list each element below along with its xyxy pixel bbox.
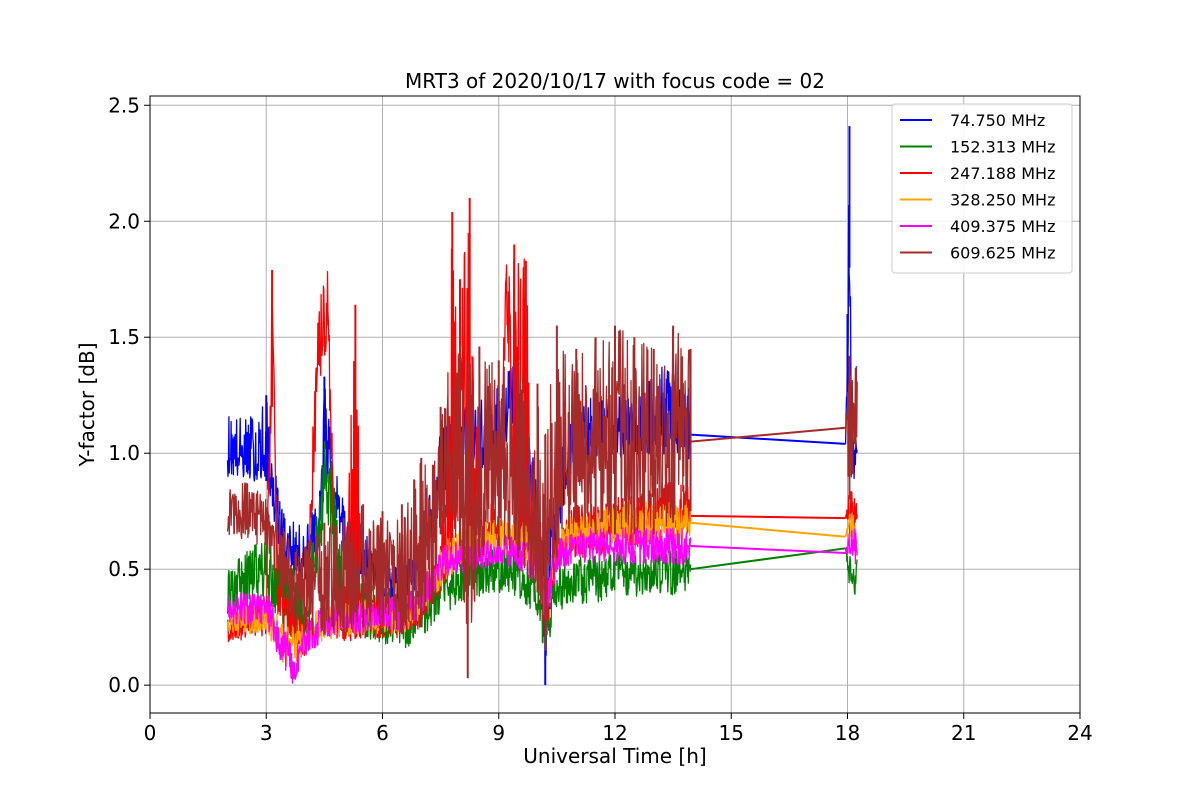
y-axis-label: Y-factor [dB] bbox=[75, 342, 99, 467]
legend-box bbox=[891, 103, 1073, 274]
series-gap-connector bbox=[690, 521, 846, 538]
x-tick-label: 21 bbox=[951, 721, 976, 745]
series-gap-connector bbox=[690, 433, 846, 445]
y-tick-label: 0.5 bbox=[108, 557, 140, 581]
series-5 bbox=[226, 325, 858, 679]
legend-label: 247.188 MHz bbox=[950, 164, 1055, 183]
x-tick-label: 24 bbox=[1067, 721, 1092, 745]
x-tick-label: 9 bbox=[492, 721, 505, 745]
x-tick-label: 15 bbox=[719, 721, 744, 745]
legend: 74.750 MHz 152.313 MHz 247.188 MHz 328.250 … bbox=[891, 103, 1073, 274]
y-tick-label: 0.0 bbox=[108, 673, 140, 697]
y-axis-ticks: 0.0 0.5 1.0 1.5 2.0 2.5 bbox=[108, 93, 150, 697]
y-tick-label: 1.5 bbox=[108, 325, 140, 349]
legend-label: 152.313 MHz bbox=[950, 138, 1055, 157]
series-gap-connector bbox=[690, 544, 846, 554]
legend-label: 609.625 MHz bbox=[950, 244, 1055, 263]
y-tick-label: 1.0 bbox=[108, 441, 140, 465]
x-tick-label: 6 bbox=[376, 721, 389, 745]
series-group bbox=[226, 126, 858, 686]
series-4 bbox=[226, 526, 858, 684]
y-tick-label: 2.0 bbox=[108, 209, 140, 233]
x-tick-label: 18 bbox=[835, 721, 860, 745]
x-axis-ticks: 0 3 6 9 12 15 18 21 24 bbox=[144, 713, 1093, 745]
legend-label: 74.750 MHz bbox=[950, 111, 1045, 130]
y-tick-label: 2.5 bbox=[108, 93, 140, 117]
legend-label: 328.250 MHz bbox=[950, 191, 1055, 210]
series-gap-connector bbox=[690, 426, 846, 443]
chart-title: MRT3 of 2020/10/17 with focus code = 02 bbox=[405, 69, 825, 93]
legend-label: 409.375 MHz bbox=[950, 217, 1055, 236]
x-tick-label: 12 bbox=[602, 721, 627, 745]
series-line bbox=[226, 526, 858, 684]
series-gap-connector bbox=[690, 514, 846, 520]
x-tick-label: 0 bbox=[144, 721, 157, 745]
x-tick-label: 3 bbox=[260, 721, 273, 745]
x-axis-label: Universal Time [h] bbox=[523, 744, 706, 768]
